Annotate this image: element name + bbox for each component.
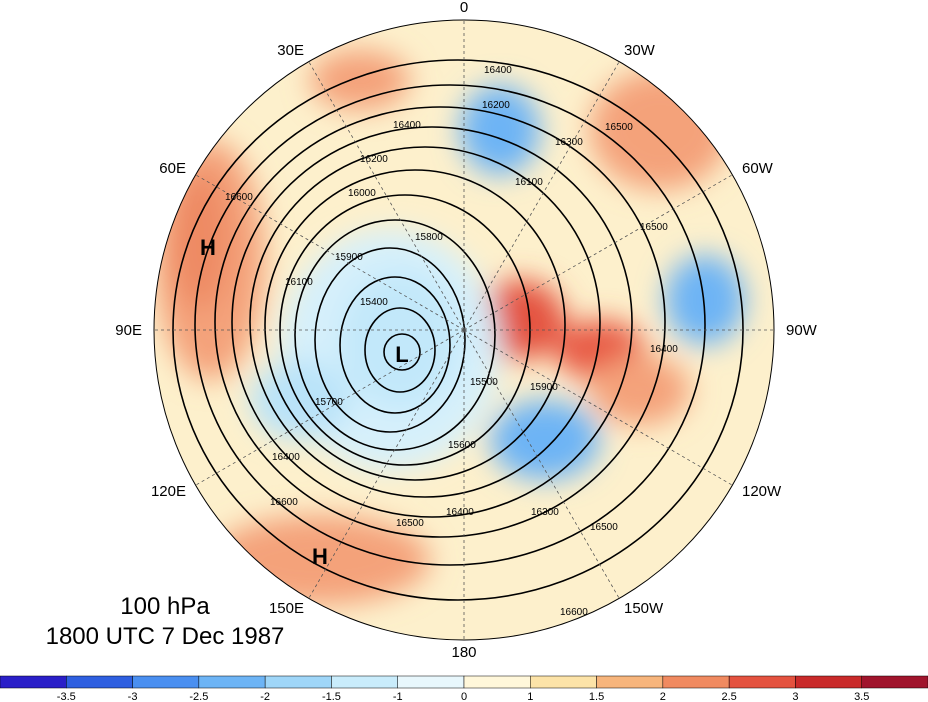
high-center-60e: H — [200, 235, 216, 260]
contour-label: 16100 — [285, 277, 313, 288]
contour-labels: 16400 16200 16400 16200 16000 15900 1580… — [225, 65, 678, 618]
contour-label: 16000 — [348, 188, 376, 199]
contour-label: 15900 — [335, 252, 363, 263]
contour-label: 16600 — [270, 497, 298, 508]
caption-time: 1800 UTC 7 Dec 1987 — [45, 623, 285, 650]
contour-label: 15800 — [415, 232, 443, 243]
colorbar-box — [596, 675, 664, 689]
lon-label-180: 180 — [451, 644, 476, 661]
contour-label: 16400 — [484, 65, 512, 76]
lon-label-90w: 90W — [786, 322, 818, 339]
longitude-labels: 0 30W 60W 90W 120W 150W 180 150E 120E 90… — [115, 0, 817, 661]
contour-label: 16500 — [590, 522, 618, 533]
contour-label: 16400 — [393, 120, 421, 131]
colorbar-box — [0, 675, 67, 689]
colorbar: -3.5 -3 -2.5 -2 -1.5 -1 0 1 1.5 2 2.5 3 3.5 — [0, 675, 928, 702]
contour-label: 15400 — [360, 297, 388, 308]
lon-label-60w: 60W — [742, 160, 774, 177]
contour-label: 16400 — [650, 344, 678, 355]
pressure-centers: H L H — [200, 235, 409, 569]
globe-outline — [153, 19, 775, 641]
contour-label: 15700 — [315, 397, 343, 408]
lon-label-120w: 120W — [742, 483, 782, 500]
lon-label-60e: 60E — [159, 160, 186, 177]
contour-label: 16400 — [272, 452, 300, 463]
colorbar-tick-label: 2 — [660, 691, 666, 702]
contour-label: 16600 — [560, 607, 588, 618]
contour-label: 16300 — [531, 507, 559, 518]
colorbar-box — [331, 675, 398, 689]
colorbar-tick-label: 1 — [527, 691, 533, 702]
colorbar-box — [397, 675, 465, 689]
low-center-pole: L — [395, 342, 408, 367]
colorbar-box — [662, 675, 730, 689]
colorbar-tick-label: 0 — [461, 691, 467, 702]
colorbar-tick-label: -2.5 — [189, 691, 208, 702]
lon-label-90e: 90E — [115, 322, 142, 339]
lon-label-120e: 120E — [151, 483, 186, 500]
contour-label: 15900 — [530, 382, 558, 393]
lon-label-150w: 150W — [624, 600, 664, 617]
lon-label-30e: 30E — [277, 42, 304, 59]
colorbar-box — [264, 675, 332, 689]
colorbar-tick-label: -1.5 — [322, 691, 341, 702]
lon-label-150e: 150E — [269, 600, 304, 617]
contour-label: 16200 — [482, 100, 510, 111]
colorbar-tick-label: -3.5 — [57, 691, 76, 702]
contour-label: 16600 — [225, 192, 253, 203]
meridians — [154, 20, 774, 640]
contour-label: 16100 — [515, 177, 543, 188]
contour-label: 15500 — [470, 377, 498, 388]
high-center-150e: H — [312, 544, 328, 569]
colorbar-tick-label: 1.5 — [589, 691, 604, 702]
contour-label: 15600 — [448, 440, 476, 451]
caption-level: 100 hPa — [120, 593, 210, 620]
contour-label: 16200 — [360, 154, 388, 165]
contour-label: 16500 — [605, 122, 633, 133]
colorbar-tick-label: 3.5 — [854, 691, 869, 702]
colorbar-tick-label: 3 — [792, 691, 798, 702]
contour-label: 16400 — [446, 507, 474, 518]
lon-label-30w: 30W — [624, 42, 656, 59]
colorbar-box — [861, 675, 928, 689]
contour-label: 16300 — [555, 137, 583, 148]
colorbar-tick-label: -3 — [128, 691, 138, 702]
colorbar-tick-label: -1 — [393, 691, 403, 702]
lon-label-0: 0 — [460, 0, 468, 16]
colorbar-box — [530, 675, 597, 689]
contour-label: 16500 — [640, 222, 668, 233]
colorbar-box — [463, 675, 531, 689]
colorbar-box — [66, 675, 133, 689]
colorbar-tick-label: -2 — [260, 691, 270, 702]
colorbar-box — [795, 675, 862, 689]
height-contours — [172, 59, 744, 601]
colorbar-box — [132, 675, 200, 689]
colorbar-tick-label: 2.5 — [721, 691, 736, 702]
contour-label: 16500 — [396, 518, 424, 529]
colorbar-box — [198, 675, 266, 689]
colorbar-box — [728, 675, 796, 689]
